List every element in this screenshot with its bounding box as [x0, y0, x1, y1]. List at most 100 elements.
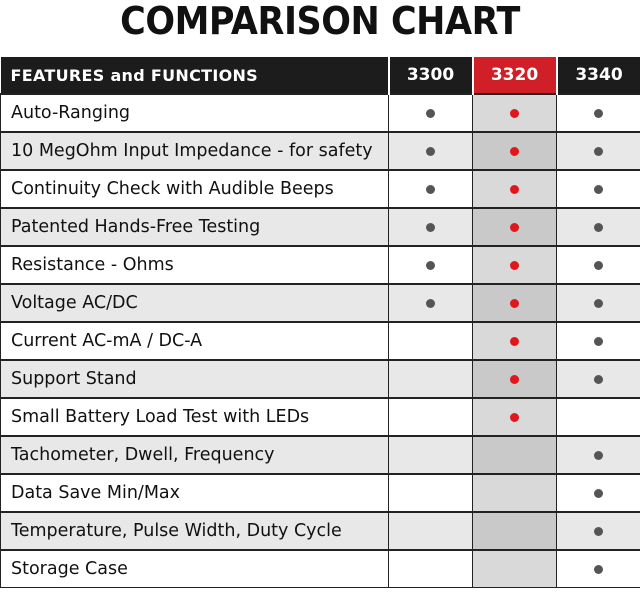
feature-cell-3320 — [472, 397, 557, 437]
comparison-table: FEATURES and FUNCTIONS 3300 3320 3340 Au… — [0, 57, 640, 588]
feature-cell-3340 — [556, 511, 640, 551]
feature-included-dot-icon — [426, 222, 435, 232]
feature-label: Storage Case — [0, 549, 389, 588]
feature-label: Tachometer, Dwell, Frequency — [0, 435, 389, 475]
feature-cell-3300 — [388, 283, 473, 323]
feature-cell-3340 — [556, 131, 640, 171]
model-header-3300: 3300 — [388, 57, 474, 94]
table-row: Temperature, Pulse Width, Duty Cycle — [0, 511, 640, 551]
table-row: Storage Case — [0, 549, 640, 588]
feature-label: Voltage AC/DC — [0, 283, 389, 323]
table-row: Resistance - Ohms — [0, 245, 640, 285]
feature-included-dot-icon — [426, 260, 435, 270]
feature-included-dot-icon — [594, 222, 603, 232]
feature-cell-3320 — [472, 245, 557, 285]
table-row: Small Battery Load Test with LEDs — [0, 397, 640, 437]
feature-included-dot-icon — [426, 108, 435, 118]
table-row: Patented Hands-Free Testing — [0, 207, 640, 247]
feature-included-dot-icon — [594, 336, 603, 346]
feature-included-dot-icon — [594, 108, 603, 118]
feature-cell-3300 — [388, 321, 473, 361]
feature-label: Support Stand — [0, 359, 389, 399]
feature-cell-3320 — [472, 359, 557, 399]
features-header: FEATURES and FUNCTIONS — [0, 57, 390, 94]
feature-label: Patented Hands-Free Testing — [0, 207, 389, 247]
feature-cell-3340 — [556, 207, 640, 247]
feature-cell-3320 — [472, 549, 557, 588]
feature-cell-3300 — [388, 93, 473, 133]
feature-cell-3300 — [388, 359, 473, 399]
table-row: Support Stand — [0, 359, 640, 399]
table-row: Continuity Check with Audible Beeps — [0, 169, 640, 209]
feature-label: Resistance - Ohms — [0, 245, 389, 285]
header-row: FEATURES and FUNCTIONS 3300 3320 3340 — [0, 57, 640, 94]
feature-included-dot-icon — [510, 222, 519, 232]
feature-included-dot-icon — [426, 146, 435, 156]
feature-included-dot-icon — [510, 412, 519, 422]
table-row: 10 MegOhm Input Impedance - for safety — [0, 131, 640, 171]
feature-cell-3320 — [472, 473, 557, 513]
feature-included-dot-icon — [594, 298, 603, 308]
feature-label: Data Save Min/Max — [0, 473, 389, 513]
feature-cell-3340 — [556, 549, 640, 588]
feature-included-dot-icon — [510, 336, 519, 346]
feature-included-dot-icon — [594, 146, 603, 156]
feature-included-dot-icon — [510, 374, 519, 384]
feature-included-dot-icon — [426, 184, 435, 194]
feature-label: Small Battery Load Test with LEDs — [0, 397, 389, 437]
feature-cell-3300 — [388, 207, 473, 247]
feature-label: Temperature, Pulse Width, Duty Cycle — [0, 511, 389, 551]
feature-included-dot-icon — [510, 260, 519, 270]
feature-cell-3300 — [388, 397, 473, 437]
feature-cell-3300 — [388, 131, 473, 171]
feature-cell-3300 — [388, 549, 473, 588]
feature-cell-3340 — [556, 321, 640, 361]
feature-cell-3340 — [556, 397, 640, 437]
table-row: Current AC-mA / DC-A — [0, 321, 640, 361]
feature-label: 10 MegOhm Input Impedance - for safety — [0, 131, 389, 171]
feature-included-dot-icon — [594, 488, 603, 498]
feature-cell-3340 — [556, 245, 640, 285]
feature-included-dot-icon — [510, 298, 519, 308]
feature-cell-3340 — [556, 283, 640, 323]
table-row: Tachometer, Dwell, Frequency — [0, 435, 640, 475]
feature-cell-3340 — [556, 473, 640, 513]
feature-cell-3320 — [472, 283, 557, 323]
feature-cell-3320 — [472, 511, 557, 551]
feature-label: Auto-Ranging — [0, 93, 389, 133]
feature-included-dot-icon — [594, 184, 603, 194]
feature-cell-3320 — [472, 93, 557, 133]
feature-cell-3300 — [388, 245, 473, 285]
feature-included-dot-icon — [594, 564, 603, 574]
feature-cell-3320 — [472, 131, 557, 171]
feature-cell-3300 — [388, 169, 473, 209]
feature-cell-3340 — [556, 435, 640, 475]
feature-cell-3340 — [556, 169, 640, 209]
feature-cell-3340 — [556, 359, 640, 399]
feature-cell-3320 — [472, 169, 557, 209]
feature-included-dot-icon — [594, 374, 603, 384]
feature-label: Continuity Check with Audible Beeps — [0, 169, 389, 209]
feature-cell-3320 — [472, 321, 557, 361]
model-header-3320: 3320 — [472, 57, 558, 94]
feature-included-dot-icon — [510, 108, 519, 118]
feature-included-dot-icon — [510, 184, 519, 194]
feature-included-dot-icon — [510, 146, 519, 156]
feature-cell-3300 — [388, 435, 473, 475]
feature-label: Current AC-mA / DC-A — [0, 321, 389, 361]
feature-cell-3320 — [472, 207, 557, 247]
feature-included-dot-icon — [426, 298, 435, 308]
page-title: COMPARISON CHART — [120, 0, 520, 43]
feature-included-dot-icon — [594, 450, 603, 460]
feature-cell-3320 — [472, 435, 557, 475]
feature-cell-3300 — [388, 473, 473, 513]
table-row: Data Save Min/Max — [0, 473, 640, 513]
feature-rows: Auto-Ranging 10 MegOhm Input Impedance - … — [0, 93, 640, 588]
feature-cell-3340 — [556, 93, 640, 133]
model-header-3340: 3340 — [556, 57, 640, 94]
feature-cell-3300 — [388, 511, 473, 551]
table-row: Auto-Ranging — [0, 93, 640, 133]
feature-included-dot-icon — [594, 526, 603, 536]
feature-included-dot-icon — [594, 260, 603, 270]
